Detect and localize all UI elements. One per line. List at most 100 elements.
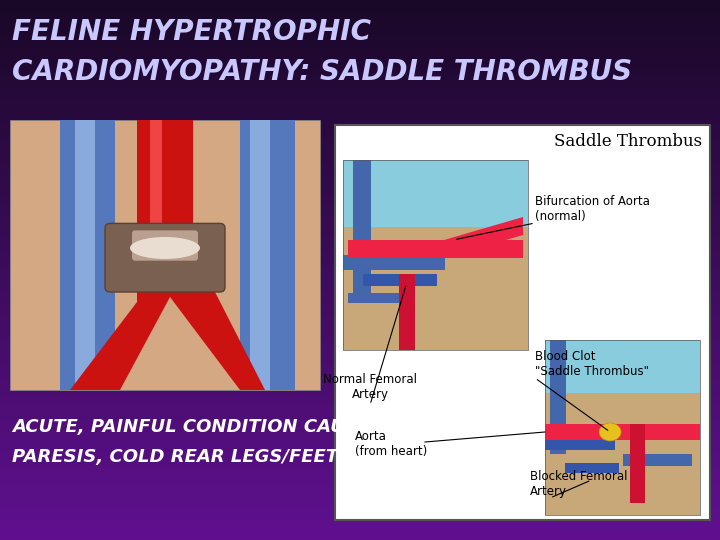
Bar [348, 293, 403, 303]
Bar [0, 243, 720, 251]
Bar [0, 465, 720, 474]
Bar [0, 486, 720, 494]
Bar [0, 418, 720, 426]
Bar [343, 255, 445, 270]
Bar [0, 459, 720, 467]
Bar [0, 500, 720, 507]
Bar [240, 120, 295, 390]
Bar [0, 392, 720, 399]
Bar [0, 432, 720, 440]
Bar [545, 436, 615, 450]
Text: ACUTE, PAINFUL CONDITION CAUSING: ACUTE, PAINFUL CONDITION CAUSING [12, 418, 395, 436]
Text: Normal Femoral
Artery: Normal Femoral Artery [323, 373, 417, 401]
Text: Blood Clot
"Saddle Thrombus": Blood Clot "Saddle Thrombus" [535, 350, 649, 378]
Bar [0, 411, 720, 420]
Bar [623, 454, 692, 465]
Bar [0, 526, 720, 534]
Bar [0, 317, 720, 325]
Bar [0, 513, 720, 521]
FancyBboxPatch shape [132, 231, 198, 261]
Bar [0, 183, 720, 190]
Bar [0, 68, 720, 75]
Bar [630, 424, 645, 503]
Bar [250, 120, 270, 390]
Bar [0, 276, 720, 285]
Polygon shape [445, 217, 523, 258]
Bar [0, 384, 720, 393]
Bar [343, 226, 528, 350]
Text: CARDIOMYOPATHY: SADDLE THROMBUS: CARDIOMYOPATHY: SADDLE THROMBUS [12, 58, 632, 86]
Bar [0, 324, 720, 332]
Bar [0, 330, 720, 339]
Bar [0, 291, 720, 298]
Bar [137, 120, 193, 233]
Ellipse shape [599, 423, 621, 441]
Bar [0, 102, 720, 109]
Bar [0, 453, 720, 460]
FancyBboxPatch shape [335, 125, 710, 520]
Bar [0, 438, 720, 447]
Bar [0, 54, 720, 62]
Bar [0, 202, 720, 210]
Text: PARESIS, COLD REAR LEGS/FEET!: PARESIS, COLD REAR LEGS/FEET! [12, 448, 346, 466]
Bar [353, 160, 371, 293]
Bar [0, 115, 720, 123]
Bar [363, 274, 437, 286]
Bar [0, 426, 720, 433]
Bar [150, 120, 162, 233]
Bar [545, 340, 700, 393]
Bar [0, 0, 720, 8]
Bar [0, 256, 720, 264]
Bar [0, 507, 720, 514]
Bar [0, 20, 720, 28]
Bar [10, 120, 320, 390]
Text: FELINE HYPERTROPHIC: FELINE HYPERTROPHIC [12, 18, 371, 46]
Bar [0, 81, 720, 89]
Bar [0, 405, 720, 413]
FancyBboxPatch shape [105, 224, 225, 292]
Bar [0, 108, 720, 116]
Text: Saddle Thrombus: Saddle Thrombus [554, 133, 702, 150]
Polygon shape [170, 282, 265, 390]
Bar [0, 372, 720, 379]
Bar [0, 364, 720, 372]
Bar [0, 399, 720, 406]
Bar [0, 284, 720, 291]
Bar [0, 60, 720, 69]
Bar [0, 263, 720, 271]
Bar [545, 340, 700, 515]
Text: Blocked Femoral
Artery: Blocked Femoral Artery [530, 470, 628, 498]
Bar [0, 297, 720, 305]
Bar [0, 472, 720, 480]
Bar [0, 141, 720, 150]
Bar [0, 33, 720, 42]
Bar [0, 176, 720, 183]
Bar [0, 156, 720, 163]
Bar [0, 378, 720, 386]
Bar [75, 120, 95, 390]
Bar [0, 480, 720, 487]
Bar [0, 310, 720, 318]
Bar [398, 274, 415, 350]
Bar [0, 237, 720, 244]
Polygon shape [70, 282, 170, 390]
Bar [343, 160, 528, 350]
Bar [0, 27, 720, 35]
Bar [0, 270, 720, 278]
Bar [0, 47, 720, 55]
Bar [0, 519, 720, 528]
Bar [0, 345, 720, 352]
Bar [0, 74, 720, 82]
Text: Aorta
(from heart): Aorta (from heart) [355, 430, 427, 458]
Bar [0, 6, 720, 15]
Bar [0, 162, 720, 170]
Bar [0, 492, 720, 501]
Bar [0, 351, 720, 359]
Bar [0, 128, 720, 136]
Bar [0, 87, 720, 96]
Bar [545, 424, 700, 440]
Bar [565, 462, 619, 472]
Bar [0, 40, 720, 48]
Bar [0, 135, 720, 143]
Bar [0, 357, 720, 366]
